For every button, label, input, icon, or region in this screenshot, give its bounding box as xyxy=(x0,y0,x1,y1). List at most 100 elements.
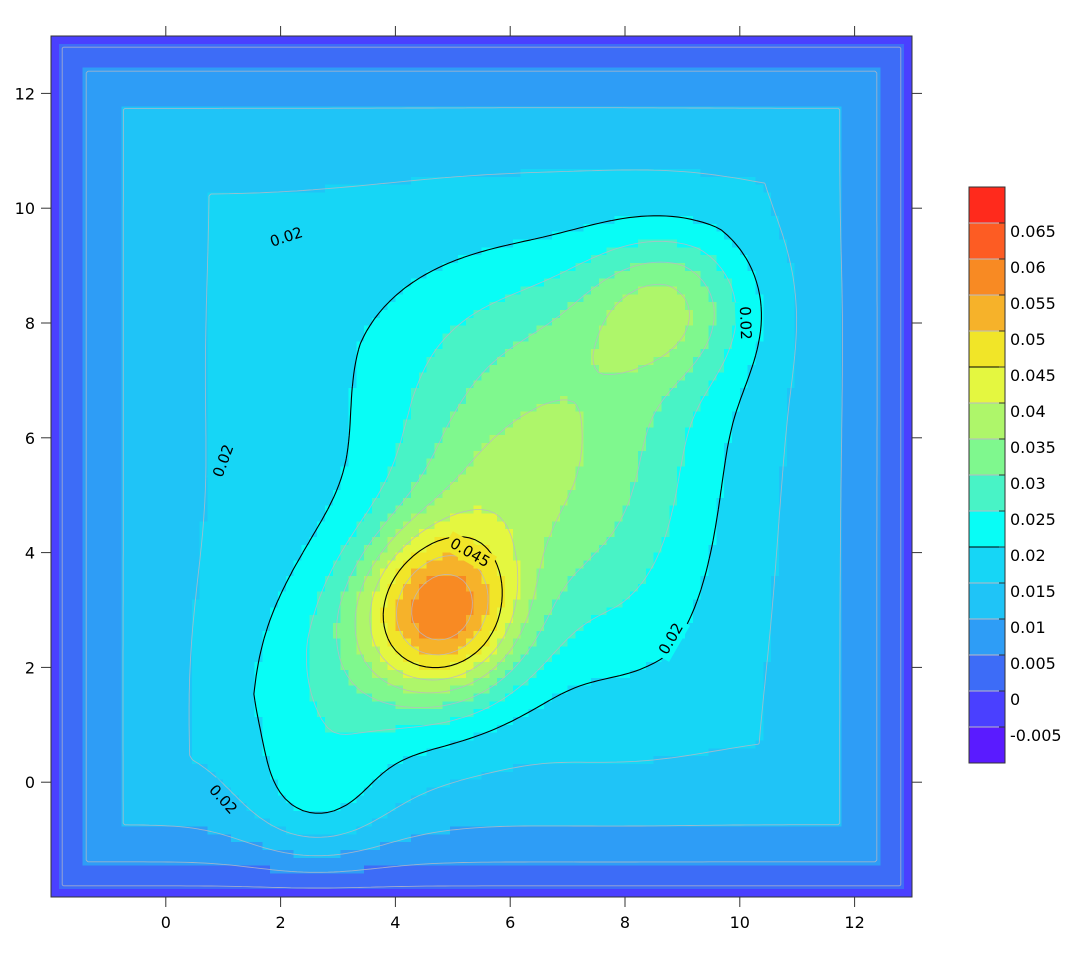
contour-cell xyxy=(622,75,631,84)
contour-cell xyxy=(66,176,76,186)
contour-cell xyxy=(121,317,130,327)
contour-cell xyxy=(207,239,216,248)
contour-cell xyxy=(739,223,749,233)
contour-cell xyxy=(434,380,443,389)
contour-cell xyxy=(653,216,663,225)
contour-cell xyxy=(270,192,279,201)
contour-cell xyxy=(74,247,83,256)
contour-cell xyxy=(418,262,428,272)
contour-cell xyxy=(802,184,811,194)
contour-cell xyxy=(121,333,130,342)
contour-cell xyxy=(818,333,827,342)
contour-cell xyxy=(739,59,749,68)
contour-cell xyxy=(536,341,545,350)
contour-cell xyxy=(262,36,271,45)
contour-cell xyxy=(520,247,530,256)
contour-cell xyxy=(810,333,819,342)
contour-cell xyxy=(661,270,670,280)
contour-cell xyxy=(465,153,475,162)
contour-cell xyxy=(105,372,115,381)
contour-cell xyxy=(66,90,76,100)
contour-cell xyxy=(254,255,263,264)
contour-cell xyxy=(58,208,68,217)
contour-cell xyxy=(614,106,623,115)
contour-cell xyxy=(66,145,76,155)
contour-cell xyxy=(387,82,396,92)
contour-cell xyxy=(708,333,717,342)
contour-cell xyxy=(591,309,600,319)
contour-cell xyxy=(794,231,804,241)
contour-cell xyxy=(841,294,850,303)
contour-cell xyxy=(731,192,741,201)
contour-cell xyxy=(888,51,897,61)
contour-cell xyxy=(669,286,678,295)
contour-cell xyxy=(857,372,866,381)
contour-cell xyxy=(653,122,663,131)
contour-cell xyxy=(465,317,475,327)
contour-cell xyxy=(371,184,381,194)
contour-cell xyxy=(458,184,467,194)
contour-cell xyxy=(254,231,263,241)
contour-cell xyxy=(794,106,804,115)
contour-cell xyxy=(129,309,138,319)
contour-cell xyxy=(724,380,733,389)
contour-cell xyxy=(677,270,686,280)
contour-cell xyxy=(865,145,874,155)
contour-cell xyxy=(403,208,412,217)
contour-cell xyxy=(778,286,788,295)
contour-cell xyxy=(825,380,835,389)
contour-cell xyxy=(403,90,412,100)
contour-cell xyxy=(739,200,749,209)
contour-cell xyxy=(645,223,655,233)
contour-cell xyxy=(395,36,404,45)
contour-cell xyxy=(645,90,655,100)
contour-cell xyxy=(591,317,600,327)
contour-cell xyxy=(231,36,240,45)
contour-cell xyxy=(418,239,428,248)
contour-cell xyxy=(489,216,498,225)
contour-cell xyxy=(504,176,514,186)
contour-cell xyxy=(160,325,170,335)
contour-cell xyxy=(411,216,420,225)
contour-cell xyxy=(583,106,592,115)
contour-cell xyxy=(638,349,647,358)
contour-cell xyxy=(818,317,827,327)
contour-cell xyxy=(395,137,404,147)
contour-cell xyxy=(309,176,318,186)
contour-cell xyxy=(896,36,905,45)
contour-cell xyxy=(724,364,733,374)
contour-cell xyxy=(309,309,318,319)
contour-cell xyxy=(904,317,913,327)
contour-cell xyxy=(653,153,663,162)
contour-cell xyxy=(66,216,76,225)
contour-cell xyxy=(262,349,271,358)
contour-cell xyxy=(442,122,451,131)
contour-cell xyxy=(364,161,373,170)
contour-cell xyxy=(677,216,686,225)
contour-cell xyxy=(763,137,772,147)
contour-cell xyxy=(191,372,201,381)
contour-cell xyxy=(802,192,811,201)
contour-cell xyxy=(692,239,702,248)
contour-cell xyxy=(262,114,271,123)
contour-cell xyxy=(442,270,451,280)
contour-cell xyxy=(113,90,123,100)
contour-cell xyxy=(137,106,146,115)
contour-cell xyxy=(841,106,850,115)
contour-cell xyxy=(700,294,710,303)
contour-cell xyxy=(747,223,757,233)
contour-cell xyxy=(364,372,373,381)
contour-cell xyxy=(630,223,639,233)
contour-cell xyxy=(348,317,357,327)
contour-cell xyxy=(231,317,240,327)
contour-cell xyxy=(144,278,154,288)
contour-cell xyxy=(340,364,350,374)
contour-cell xyxy=(309,51,318,61)
contour-cell xyxy=(489,98,498,108)
contour-cell xyxy=(231,223,240,233)
contour-cell xyxy=(583,317,592,327)
contour-cell xyxy=(708,286,717,295)
contour-cell xyxy=(724,255,733,264)
contour-cell xyxy=(340,200,350,209)
contour-cell xyxy=(364,137,373,147)
